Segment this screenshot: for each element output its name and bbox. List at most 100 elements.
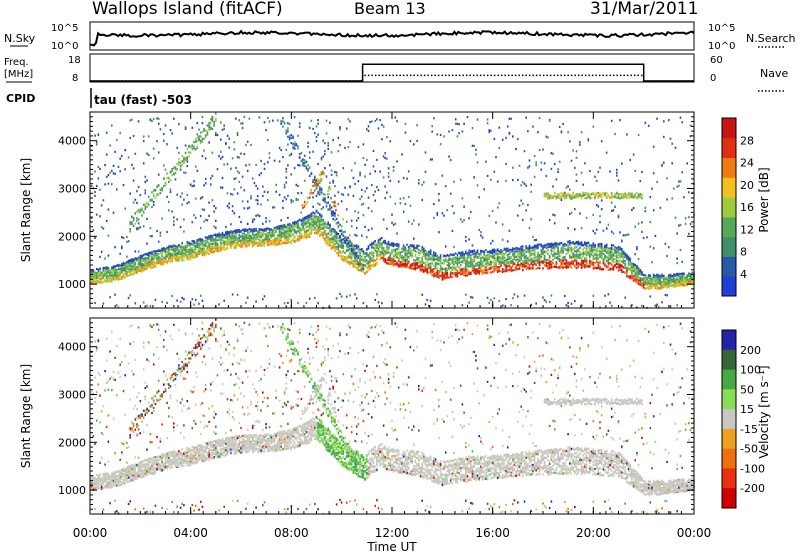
power-cell: [206, 239, 209, 242]
power-cell: [312, 205, 314, 208]
power-cell: [312, 220, 314, 223]
power-cell: [334, 215, 336, 218]
power-cell: [438, 272, 440, 275]
power-cell: [407, 266, 410, 269]
power-cell: [196, 243, 199, 247]
power-cell: [107, 254, 110, 257]
power-cell: [105, 270, 108, 273]
power-cell: [119, 277, 121, 280]
power-cell: [495, 259, 497, 262]
power-cell: [315, 219, 318, 222]
power-cell: [381, 252, 383, 255]
power-cell: [490, 266, 492, 269]
power-cell: [241, 235, 244, 238]
power-cell: [230, 237, 232, 241]
power-cell: [347, 239, 350, 242]
power-cell: [221, 186, 224, 189]
power-cell: [156, 229, 158, 233]
power-cell: [272, 206, 274, 209]
power-cell: [163, 247, 165, 250]
power-cell: [371, 259, 373, 262]
power-cell: [471, 296, 474, 299]
power-cell: [505, 258, 507, 261]
power-cell: [111, 266, 113, 269]
power-cell: [302, 221, 304, 224]
power-cell: [201, 115, 204, 118]
power-cell: [381, 302, 383, 305]
power-cell: [243, 235, 246, 238]
power-cell: [401, 256, 403, 259]
power-cell: [199, 242, 202, 245]
power-cell: [433, 254, 435, 257]
power-cell: [374, 264, 376, 267]
power-cell: [230, 244, 232, 247]
power-cell: [542, 148, 544, 151]
power-cell: [498, 268, 501, 271]
power-cell: [463, 219, 465, 222]
power-cell: [527, 266, 529, 269]
power-cell: [225, 231, 227, 234]
freq-label-2: [MHz]: [4, 69, 33, 80]
power-cell: [439, 270, 442, 273]
power-cell: [144, 206, 147, 209]
power-cell: [250, 230, 252, 233]
power-cell: [493, 263, 496, 266]
power-cell: [522, 261, 524, 264]
power-cell: [409, 251, 412, 254]
power-cell: [206, 241, 209, 244]
power-cell: [312, 196, 314, 199]
power-cell: [337, 247, 340, 250]
power-cell: [161, 251, 163, 254]
power-cell: [396, 232, 398, 235]
power-cell: [362, 302, 365, 305]
power-cell: [404, 131, 407, 134]
power-cell: [273, 243, 276, 246]
power-cell: [357, 266, 360, 269]
power-cell: [374, 247, 376, 250]
power-cell: [246, 234, 249, 237]
power-cell: [213, 204, 215, 208]
power-cell: [246, 169, 249, 172]
power-cell: [194, 140, 197, 143]
power-cell: [189, 246, 192, 249]
power-cell: [335, 240, 338, 243]
power-cell: [480, 265, 482, 268]
power-cell: [334, 229, 336, 232]
power-cell: [226, 134, 229, 137]
power-cell: [251, 229, 254, 232]
power-cell: [397, 264, 400, 267]
power-cell: [513, 247, 516, 251]
power-cell: [532, 125, 534, 128]
power-cell: [174, 257, 177, 260]
power-cell: [183, 255, 185, 258]
power-cell: [176, 245, 178, 248]
power-cell: [478, 196, 480, 199]
power-cell: [223, 233, 225, 237]
power-cell: [278, 227, 281, 230]
power-cell: [272, 234, 274, 237]
power-cell: [248, 227, 251, 231]
power-cell: [505, 261, 507, 265]
power-cell: [290, 235, 293, 238]
power-cell: [215, 243, 217, 246]
power-cell: [436, 270, 439, 273]
power-cell: [159, 128, 162, 131]
power-cell: [215, 120, 217, 123]
power-cell: [117, 272, 120, 275]
power-cell: [163, 262, 165, 265]
power-cell: [444, 268, 447, 271]
power-cell: [359, 248, 361, 251]
power-cell: [319, 186, 321, 189]
power-cell: [147, 265, 150, 268]
power-cell: [446, 269, 449, 272]
power-cell: [285, 238, 288, 241]
power-cell: [151, 205, 153, 209]
power-cell: [369, 260, 371, 263]
power-cell: [505, 250, 507, 253]
power-cell: [302, 236, 304, 239]
power-cell: [154, 261, 157, 264]
power-cell: [126, 261, 128, 264]
power-cell: [459, 252, 462, 255]
power-cell: [429, 252, 432, 255]
power-cell: [147, 153, 150, 156]
